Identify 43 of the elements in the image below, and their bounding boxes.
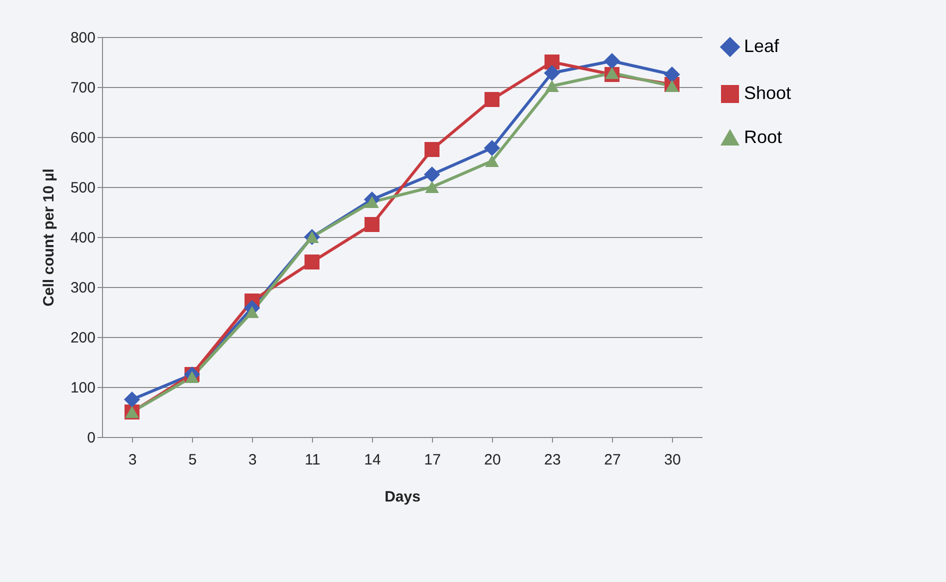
y-tick-label: 300 xyxy=(70,280,96,296)
x-axis-title: Days xyxy=(384,488,420,506)
y-tick-label: 800 xyxy=(70,30,96,46)
x-tick-label: 3 xyxy=(128,452,137,468)
x-tick-label: 11 xyxy=(304,452,320,468)
point xyxy=(484,92,500,107)
point xyxy=(304,254,320,270)
x-tick-label: 27 xyxy=(604,452,621,468)
point xyxy=(605,67,619,79)
legend-label: Shoot xyxy=(744,83,792,103)
y-tick-label: 0 xyxy=(87,430,96,446)
point xyxy=(364,217,380,232)
point xyxy=(245,306,259,318)
point xyxy=(544,54,560,70)
x-tick-label: 20 xyxy=(484,452,501,468)
point xyxy=(365,196,379,208)
x-tick-label: 3 xyxy=(248,452,257,468)
x-tick-label: 30 xyxy=(664,452,681,468)
y-tick-label: 500 xyxy=(70,180,96,196)
point xyxy=(124,391,140,408)
point xyxy=(424,142,440,157)
point xyxy=(484,140,500,156)
point xyxy=(604,52,620,70)
y-tick-label: 400 xyxy=(70,230,96,246)
point xyxy=(485,155,499,167)
y-axis-title: Cell count per 10 µl xyxy=(40,168,58,306)
point xyxy=(425,181,439,193)
point xyxy=(185,371,199,383)
point xyxy=(545,80,559,92)
y-tick-label: 600 xyxy=(70,130,96,146)
legend-label: Leaf xyxy=(744,36,780,56)
legend-label: Root xyxy=(744,127,782,147)
point xyxy=(544,64,560,82)
y-tick-label: 200 xyxy=(70,330,96,346)
point xyxy=(665,80,679,92)
y-tick-label: 100 xyxy=(70,380,96,396)
point xyxy=(424,166,440,183)
x-tick-label: 17 xyxy=(424,452,441,468)
x-tick-label: 14 xyxy=(364,452,381,468)
y-tick-label: 700 xyxy=(70,80,96,96)
point xyxy=(664,66,680,83)
x-tick-label: 23 xyxy=(544,452,561,468)
x-tick-label: 5 xyxy=(188,452,197,468)
